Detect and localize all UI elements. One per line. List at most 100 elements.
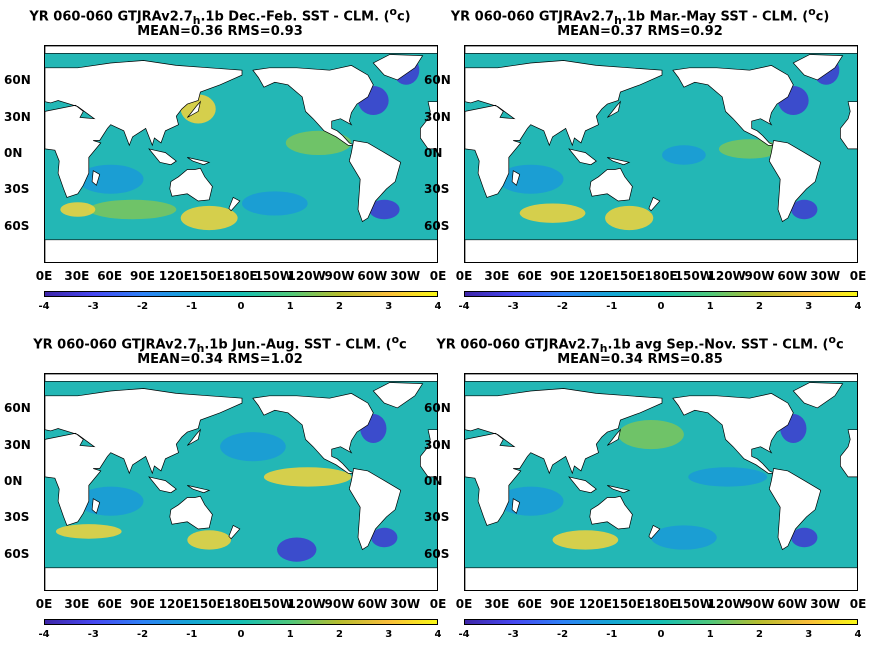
lon-tick-label: 30W [390, 269, 421, 283]
sst-anomaly-map [465, 46, 857, 262]
panel-title: YR 060-060 GTJRAv2.7h.1b Jun.-Aug. SST -… [33, 333, 407, 355]
lon-tick-label: 30E [484, 269, 510, 283]
anomaly-region [368, 199, 400, 220]
colorbar-tick-label: 2 [336, 301, 343, 312]
lon-tick-label: 120W [707, 269, 746, 283]
land-mass [768, 468, 822, 551]
anomaly-region [791, 199, 818, 220]
colorbar-tick-label: 0 [657, 629, 665, 640]
lat-tick-label: 0N [424, 146, 443, 160]
anomaly-region [55, 524, 122, 539]
lon-tick-label: 120W [287, 597, 326, 611]
colorbar [464, 619, 858, 625]
land-mass [45, 46, 437, 54]
lat-tick-label: 30N [4, 437, 31, 452]
lon-tick-label: 90E [550, 597, 575, 611]
lon-tick-label: 60W [357, 269, 388, 283]
anomaly-region [277, 537, 317, 562]
lon-tick-label: 30W [810, 597, 841, 611]
lon-tick-label: 150W [254, 269, 293, 283]
lon-tick-label: 60E [97, 269, 123, 283]
land-mass [348, 140, 402, 223]
land-mass [372, 382, 424, 409]
colorbar-tick-label: -1 [186, 629, 198, 640]
colorbar [44, 619, 438, 625]
land-mass [187, 100, 202, 118]
land-mass [648, 196, 661, 212]
lon-tick-label: 180E [224, 269, 258, 283]
anomaly-region [618, 420, 684, 450]
lon-tick-label: 120E [578, 597, 612, 611]
land-mass [589, 495, 633, 530]
colorbar-tick-label: 2 [756, 629, 763, 640]
lon-tick-label: 90W [744, 269, 775, 283]
anomaly-region [220, 432, 286, 462]
land-mass [792, 382, 844, 409]
land-mass [607, 485, 631, 494]
land-mass [169, 167, 213, 202]
lat-tick-label: 60N [4, 73, 31, 88]
lon-tick-label: 90W [324, 597, 355, 611]
lat-tick-label: 60S [424, 546, 450, 561]
map-frame [44, 373, 438, 591]
anomaly-region [651, 525, 717, 550]
lat-tick-label: 0N [4, 146, 23, 160]
colorbar-tick-label: -2 [136, 301, 149, 312]
colorbar-tick-label: 0 [657, 301, 665, 312]
lon-tick-label: 60W [777, 269, 808, 283]
panel-title: YR 060-060 GTJRAv2.7h.1b Dec.-Feb. SST -… [29, 5, 411, 27]
colorbar-tick-label: 4 [854, 629, 862, 640]
land-mass [840, 101, 857, 150]
colorbar-tick-label: 1 [286, 629, 294, 640]
land-mass [169, 495, 213, 530]
colorbar-tick-label: 4 [854, 301, 862, 312]
lon-tick-label: 30E [64, 269, 90, 283]
colorbar-tick-label: 2 [756, 301, 763, 312]
sst-anomaly-map [465, 374, 857, 590]
colorbar-tick-label: 4 [434, 629, 442, 640]
land-mass [589, 167, 633, 202]
lat-tick-label: 0N [424, 474, 443, 488]
land-mass [568, 148, 597, 166]
lat-tick-label: 30S [424, 510, 450, 525]
land-mass [348, 468, 402, 551]
map-panel-son: YR 060-060 GTJRAv2.7h.1b avg Sep.-Nov. S… [420, 328, 866, 646]
sst-anomaly-map [45, 374, 437, 590]
lon-tick-label: 0E [35, 597, 53, 611]
lat-tick-label: 30N [424, 109, 451, 124]
anomaly-region [180, 205, 238, 231]
land-mass [91, 498, 101, 514]
lon-tick-label: 0E [35, 269, 53, 283]
lat-tick-label: 30S [4, 510, 30, 525]
colorbar-tick-label: -4 [38, 301, 50, 312]
map-panel-mam: YR 060-060 GTJRAv2.7h.1b Mar.-May SST - … [420, 0, 866, 318]
land-mass [511, 498, 521, 514]
anomaly-region [688, 467, 768, 487]
land-mass [672, 65, 794, 146]
lon-tick-label: 90E [130, 597, 155, 611]
land-mass [840, 429, 857, 478]
land-mass [252, 393, 374, 474]
land-mass [187, 485, 211, 494]
lon-tick-label: 0E [849, 269, 867, 283]
lat-tick-label: 60S [424, 218, 450, 233]
lon-tick-label: 30W [390, 597, 421, 611]
lon-tick-label: 180E [644, 269, 678, 283]
lon-tick-label: 90E [130, 269, 155, 283]
colorbar-tick-label: -3 [507, 629, 519, 640]
colorbar-tick-label: 0 [237, 301, 245, 312]
land-mass [792, 54, 844, 81]
land-mass [672, 393, 794, 474]
land-mass [228, 524, 241, 540]
land-mass [465, 567, 857, 590]
lat-tick-label: 0N [4, 474, 23, 488]
colorbar-tick-label: 0 [237, 629, 245, 640]
panel-stats: MEAN=0.34 RMS=0.85 [557, 352, 723, 367]
land-mass [607, 428, 622, 446]
colorbar-tick-label: -3 [87, 301, 99, 312]
lon-tick-label: 30E [64, 597, 90, 611]
land-mass [465, 388, 663, 526]
lon-tick-label: 0E [455, 269, 473, 283]
land-mass [228, 196, 241, 212]
map-frame [464, 373, 858, 591]
